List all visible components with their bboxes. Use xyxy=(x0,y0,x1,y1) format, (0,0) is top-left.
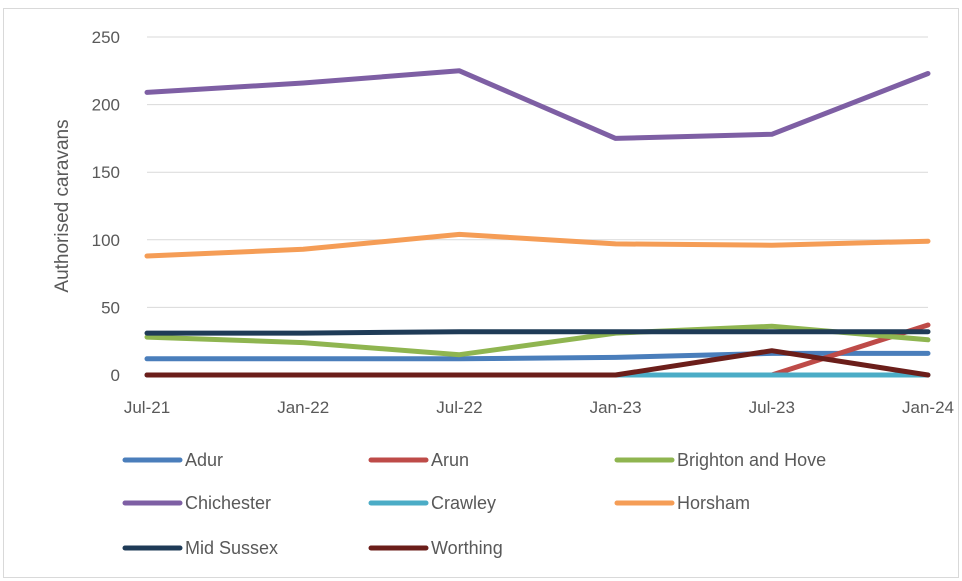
x-tick-label: Jan-22 xyxy=(277,398,329,417)
y-tick-label: 200 xyxy=(92,96,120,115)
y-axis-tick-labels: 0 50 100 150 200 250 xyxy=(92,28,120,385)
legend-label: Arun xyxy=(431,450,469,470)
y-axis-title: Authorised caravans xyxy=(52,119,73,292)
y-tick-label: 50 xyxy=(101,298,120,317)
legend-label: Chichester xyxy=(185,493,271,513)
x-tick-label: Jan-23 xyxy=(590,398,642,417)
legend-item-worthing: Worthing xyxy=(368,538,503,558)
series-line-horsham xyxy=(144,231,931,259)
x-tick-label: Jan-24 xyxy=(902,398,954,417)
legend: Adur Arun Brighton and Hove Chichester Crawl… xyxy=(122,450,826,558)
legend-label: Brighton and Hove xyxy=(677,450,826,470)
legend-label: Worthing xyxy=(431,538,503,558)
series-line-brighton-and-hove xyxy=(144,323,931,358)
y-tick-label: 150 xyxy=(92,163,120,182)
chart-frame xyxy=(3,8,959,578)
legend-item-mid-sussex: Mid Sussex xyxy=(122,538,278,558)
series-lines xyxy=(144,68,931,378)
y-tick-label: 100 xyxy=(92,231,120,250)
legend-label: Adur xyxy=(185,450,223,470)
legend-item-brighton-and-hove: Brighton and Hove xyxy=(614,450,826,470)
y-tick-label: 250 xyxy=(92,28,120,47)
x-axis-tick-labels: Jul-21 Jan-22 Jul-22 Jan-23 Jul-23 Jan-24 xyxy=(124,398,954,417)
legend-item-arun: Arun xyxy=(368,450,469,470)
legend-item-horsham: Horsham xyxy=(614,493,750,513)
series-line-mid-sussex xyxy=(144,329,931,336)
series-line-chichester xyxy=(144,68,931,141)
legend-label: Horsham xyxy=(677,493,750,513)
legend-label: Mid Sussex xyxy=(185,538,278,558)
x-tick-label: Jul-22 xyxy=(436,398,482,417)
legend-item-chichester: Chichester xyxy=(122,493,271,513)
legend-item-adur: Adur xyxy=(122,450,223,470)
series-line-worthing xyxy=(144,348,931,378)
y-tick-label: 0 xyxy=(111,366,120,385)
legend-label: Crawley xyxy=(431,493,496,513)
legend-item-crawley: Crawley xyxy=(368,493,496,513)
x-tick-label: Jul-21 xyxy=(124,398,170,417)
x-tick-label: Jul-23 xyxy=(749,398,795,417)
